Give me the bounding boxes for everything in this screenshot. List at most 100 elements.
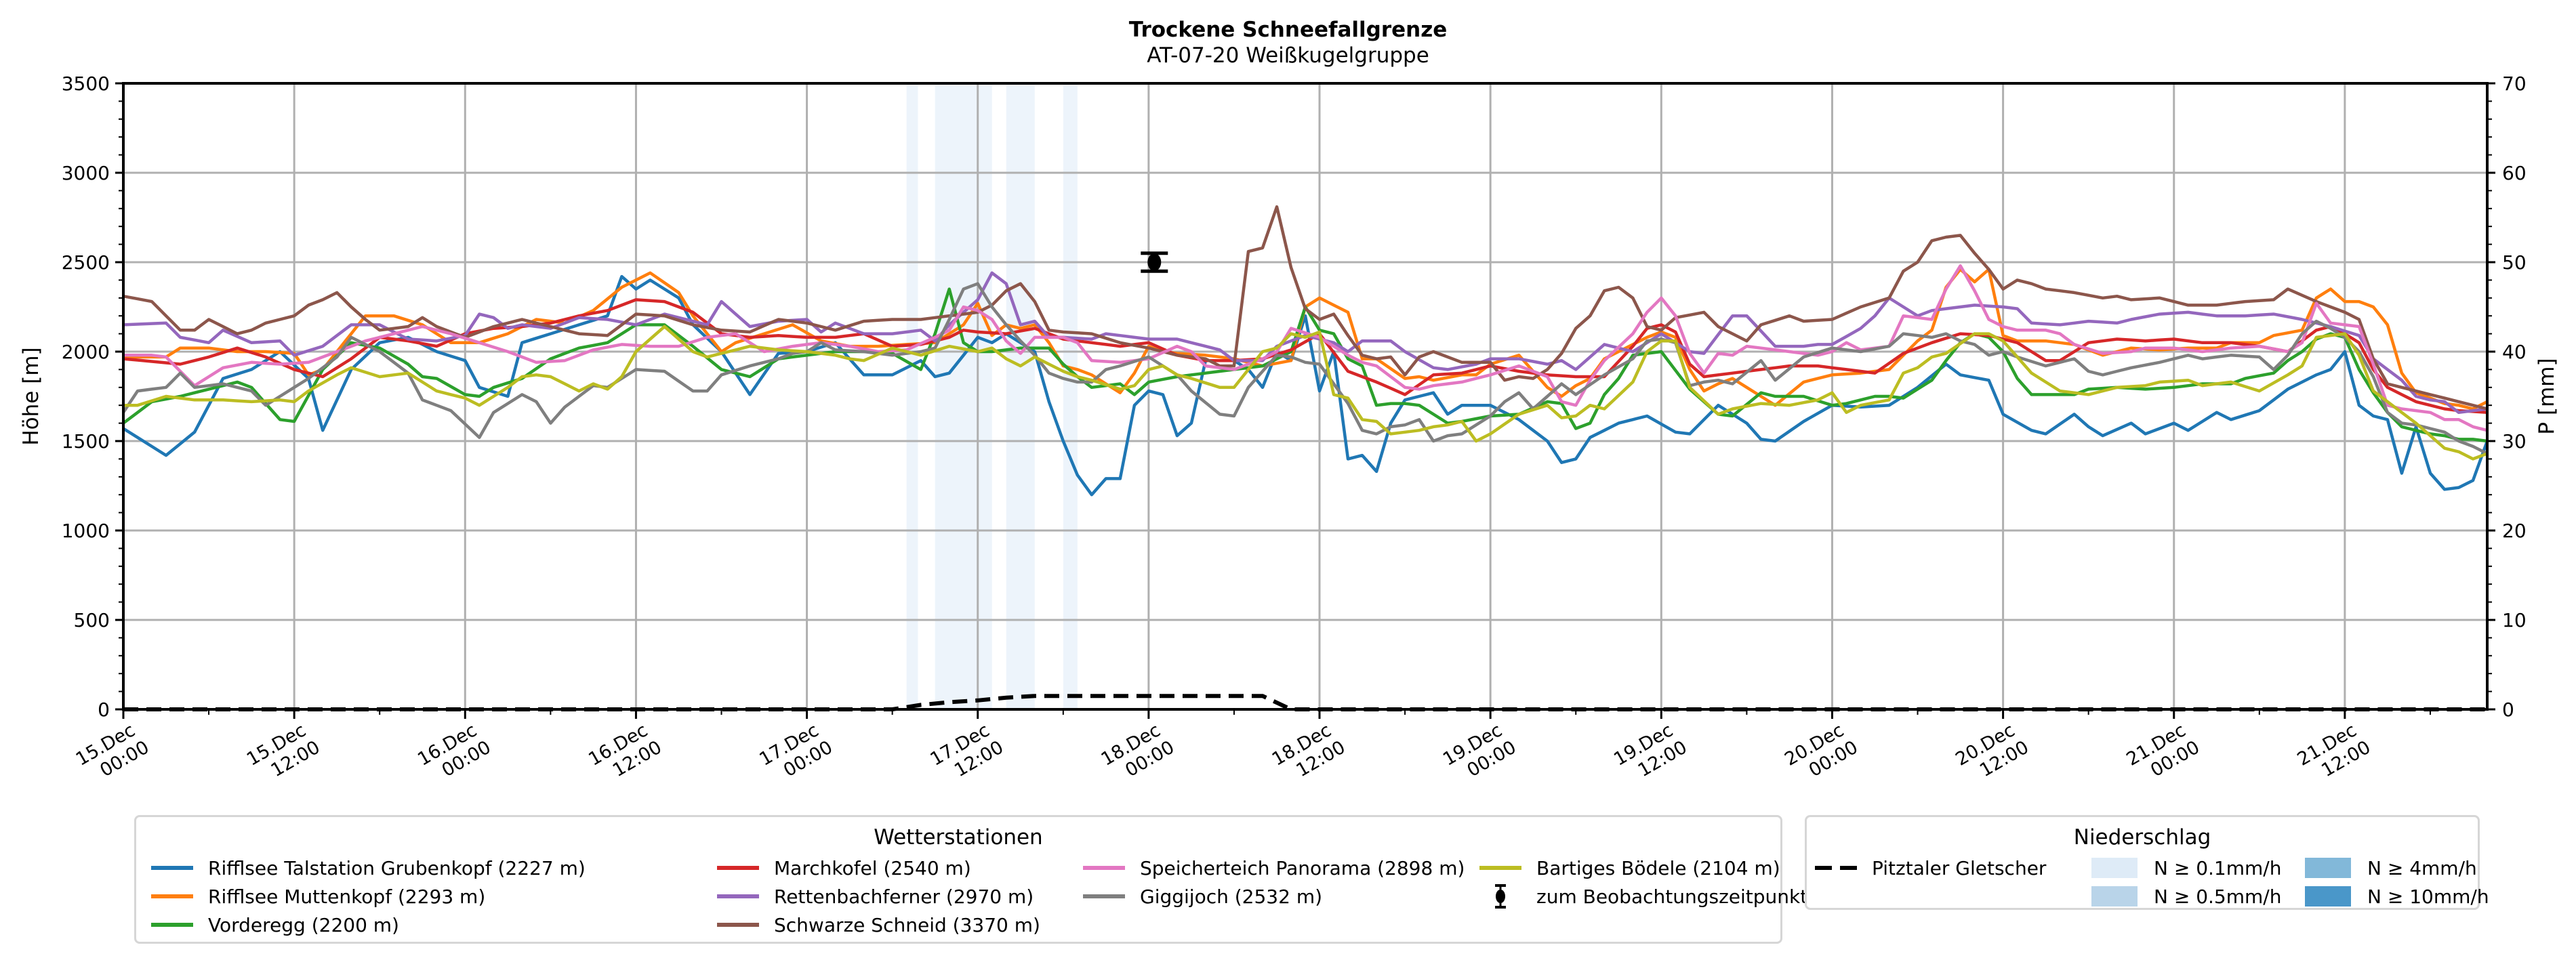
legend-item-precip-class: N ≥ 0.5mm/h <box>2091 883 2281 910</box>
ytick-label: 2500 <box>62 251 110 274</box>
plot-frame <box>122 82 2489 711</box>
ytick-label: 3000 <box>62 162 110 184</box>
station-series <box>122 205 2489 497</box>
precip-legend: Niederschlag Pitztaler Gletscher N ≥ 0.1m… <box>1805 815 2489 910</box>
series-line-2 <box>122 287 2488 443</box>
y-axis-right-label: P [mm] <box>2535 358 2559 434</box>
observation-point <box>1147 253 1162 271</box>
legend-label: N ≥ 0.5mm/h <box>2154 885 2282 908</box>
legend-swatch <box>717 923 759 927</box>
legend-item-station: Marchkofel (2540 m) <box>717 854 971 881</box>
ytick-label: 1500 <box>62 430 110 453</box>
ytick-right-label: 50 <box>2502 251 2527 274</box>
legend-label: Schwarze Schneid (3370 m) <box>774 913 1040 936</box>
legend-swatch <box>151 923 193 927</box>
precip-band <box>935 83 992 709</box>
legend-swatch <box>2305 858 2351 878</box>
series-line-6 <box>123 264 2488 432</box>
legend-item-station: Rifflsee Muttenkopf (2293 m) <box>151 883 485 910</box>
ytick-label: 500 <box>74 609 110 631</box>
ytick-right-label: 70 <box>2502 72 2527 95</box>
precip-band <box>1063 83 1078 709</box>
legend-label: Rifflsee Muttenkopf (2293 m) <box>208 885 486 908</box>
legend-item-observation: zum Beobachtungszeitpunkt <box>1479 883 1807 910</box>
legend-item-precip-class: N ≥ 0.1mm/h <box>2091 854 2281 881</box>
legend-swatch <box>151 866 193 870</box>
legend-item-station: Speicherteich Panorama (2898 m) <box>1083 854 1465 881</box>
series-line-8 <box>123 325 2488 461</box>
stations-legend-title: Wetterstationen <box>874 825 1043 850</box>
legend-label: N ≥ 4mm/h <box>2367 856 2477 879</box>
legend-item-station: Schwarze Schneid (3370 m) <box>717 911 1040 938</box>
legend-label: Speicherteich Panorama (2898 m) <box>1140 856 1465 879</box>
ytick-label: 2000 <box>62 341 110 363</box>
legend-label: zum Beobachtungszeitpunkt <box>1536 885 1808 908</box>
legend-swatch <box>2091 886 2138 907</box>
observation-marker <box>1141 251 1168 273</box>
legend-swatch <box>1479 866 1521 870</box>
legend-item-precip-class: N ≥ 4mm/h <box>2305 854 2477 881</box>
series-line-4 <box>123 271 2488 415</box>
ytick-right-label: 10 <box>2502 609 2527 631</box>
precip-band <box>1006 83 1035 709</box>
series-line-7 <box>122 282 2489 455</box>
precip-line-layer <box>123 694 2487 711</box>
stations-legend: Wetterstationen Rifflsee Talstation Grub… <box>134 815 1807 944</box>
legend-label: N ≥ 10mm/h <box>2367 885 2489 908</box>
precip-bands <box>906 83 1078 709</box>
legend-item-station: Rifflsee Talstation Grubenkopf (2227 m) <box>151 854 586 881</box>
ytick-right-label: 0 <box>2502 699 2514 721</box>
legend-label: Pitztaler Gletscher <box>1872 856 2047 879</box>
legend-label: Marchkofel (2540 m) <box>774 856 971 879</box>
errorbar-icon <box>1479 883 1521 910</box>
ytick-right-label: 30 <box>2502 430 2527 453</box>
series-line-5 <box>123 205 2488 411</box>
legend-swatch <box>1083 894 1125 898</box>
axis-labels: 0 500 1000 1500 2000 2500 3000 3500 0 10 20 30 40 50 6… <box>19 72 2559 781</box>
y-axis-label: Höhe [m] <box>19 347 43 445</box>
legend-swatch <box>717 866 759 870</box>
ytick-label: 0 <box>98 699 110 721</box>
legend-label: Rifflsee Talstation Grubenkopf (2227 m) <box>208 856 586 879</box>
legend-swatch <box>151 894 193 898</box>
precip-band <box>906 83 918 709</box>
legend-label: Rettenbachferner (2970 m) <box>774 885 1034 908</box>
legend-item-station: Vorderegg (2200 m) <box>151 911 399 938</box>
legend-label: Vorderegg (2200 m) <box>208 913 399 936</box>
legend-item-station: Bartiges Bödele (2104 m) <box>1479 854 1780 881</box>
legend-label: Bartiges Bödele (2104 m) <box>1536 856 1780 879</box>
legend-label: Giggijoch (2532 m) <box>1140 885 1323 908</box>
ytick-right-label: 40 <box>2502 341 2527 363</box>
series-line-0 <box>122 274 2489 497</box>
axes <box>115 82 2495 719</box>
legend-item-station: Giggijoch (2532 m) <box>1083 883 1322 910</box>
legend-swatch <box>717 894 759 898</box>
precip-legend-title: Niederschlag <box>2073 825 2211 850</box>
legend-label: N ≥ 0.1mm/h <box>2154 856 2282 879</box>
chart-title: Trockene Schneefallgrenze <box>1128 18 1448 42</box>
legend-item-precip-class: N ≥ 10mm/h <box>2305 883 2489 910</box>
legend-swatch <box>1083 866 1125 870</box>
ytick-right-label: 60 <box>2502 162 2527 184</box>
ytick-label: 3500 <box>62 72 110 95</box>
legend-item-station: Rettenbachferner (2970 m) <box>717 883 1034 910</box>
legend-swatch <box>2305 886 2351 907</box>
chart-subtitle: AT-07-20 Weißkugelgruppe <box>1147 43 1429 68</box>
ytick-label: 1000 <box>62 520 110 542</box>
legend-swatch <box>2091 858 2138 878</box>
precip-line <box>123 694 2487 711</box>
